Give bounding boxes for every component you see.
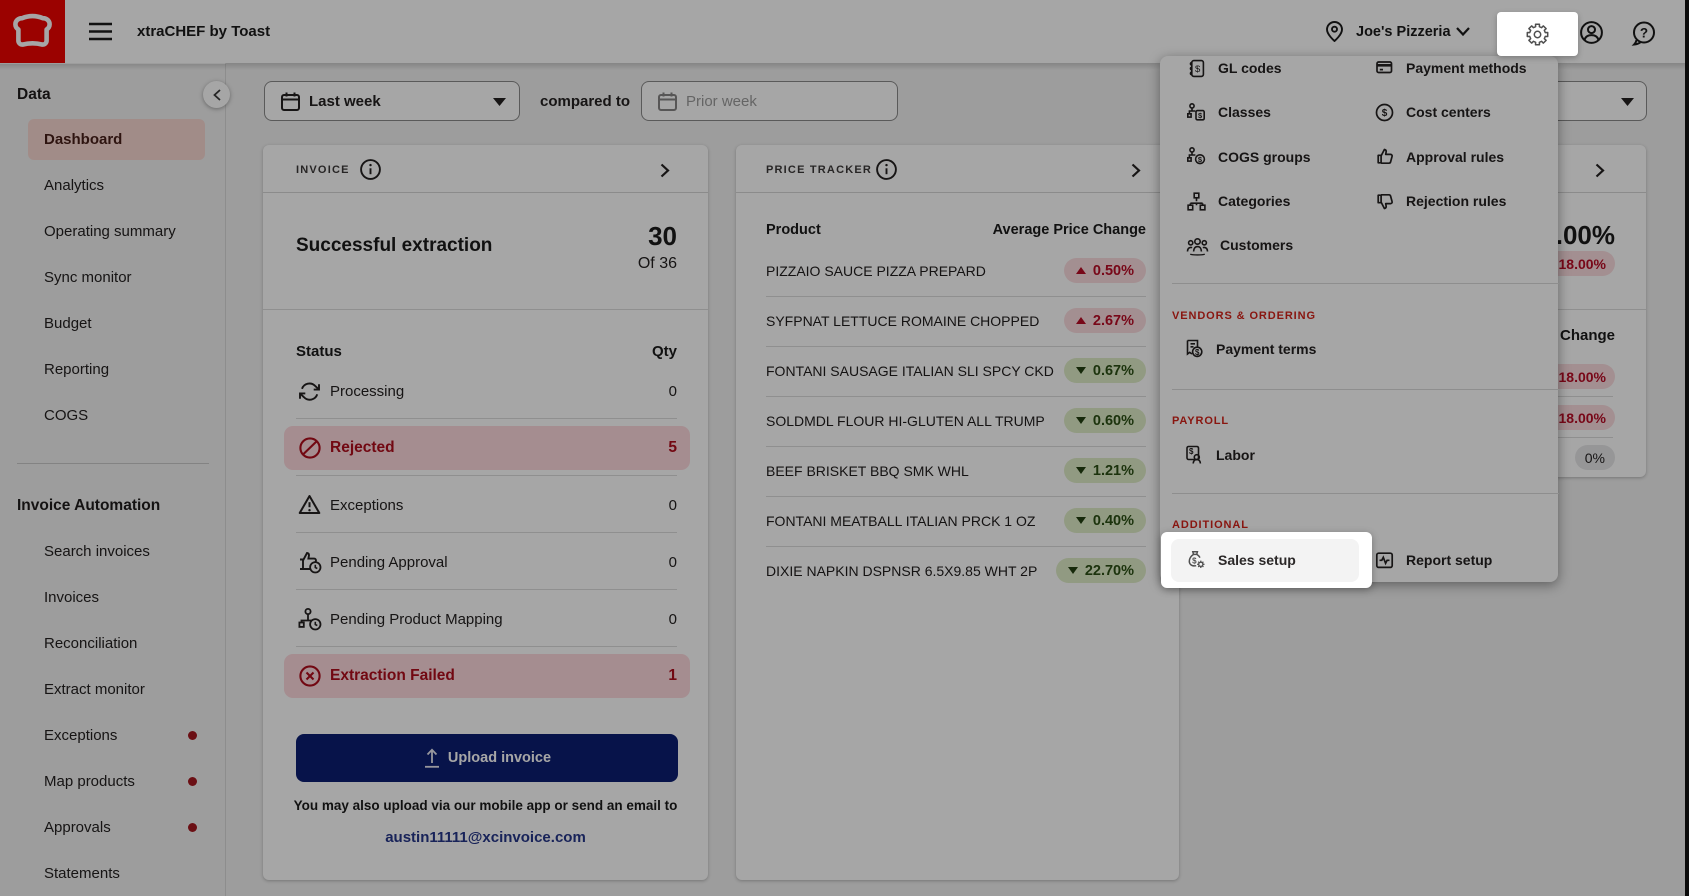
svg-text:$: $ [1195,63,1201,74]
svg-text:$: $ [1198,155,1203,164]
svg-text:$: $ [1382,108,1388,119]
svg-text:$: $ [1189,447,1194,456]
svg-text:$: $ [1195,348,1200,357]
svg-text:?: ? [1640,26,1648,41]
svg-text:$: $ [1192,556,1197,565]
svg-text:$: $ [1198,111,1203,120]
